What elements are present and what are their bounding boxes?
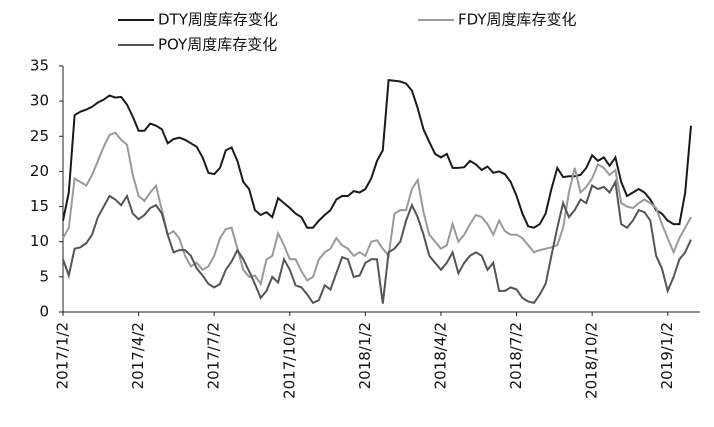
y-tick-label: 0 — [39, 303, 49, 321]
x-tick-label: 2018/1/2 — [356, 322, 374, 389]
y-tick-label: 10 — [30, 232, 49, 250]
legend-label: POY周度库存变化 — [158, 36, 277, 54]
x-tick-label: 2017/10/2 — [280, 322, 298, 399]
x-tick-label: 2018/7/2 — [507, 322, 525, 389]
line-series — [62, 78, 692, 229]
line-series — [62, 178, 692, 305]
y-tick-label: 20 — [30, 162, 49, 180]
x-tick-label: 2017/4/2 — [129, 322, 147, 389]
x-tick-label: 2017/7/2 — [205, 322, 223, 389]
x-tick-label: 2019/1/2 — [658, 322, 676, 389]
x-tick-label: 2018/10/2 — [583, 322, 601, 399]
y-tick-label: 25 — [30, 127, 49, 145]
y-tick-label: 15 — [30, 197, 49, 215]
x-tick-label: 2018/4/2 — [431, 322, 449, 389]
y-tick-label: 30 — [30, 92, 49, 110]
y-tick-label: 5 — [39, 267, 49, 285]
y-tick-label: 35 — [30, 57, 49, 75]
legend-label: DTY周度库存变化 — [158, 11, 278, 29]
x-tick-label: 2017/1/2 — [54, 322, 72, 389]
legend-label: FDY周度库存变化 — [458, 11, 577, 29]
